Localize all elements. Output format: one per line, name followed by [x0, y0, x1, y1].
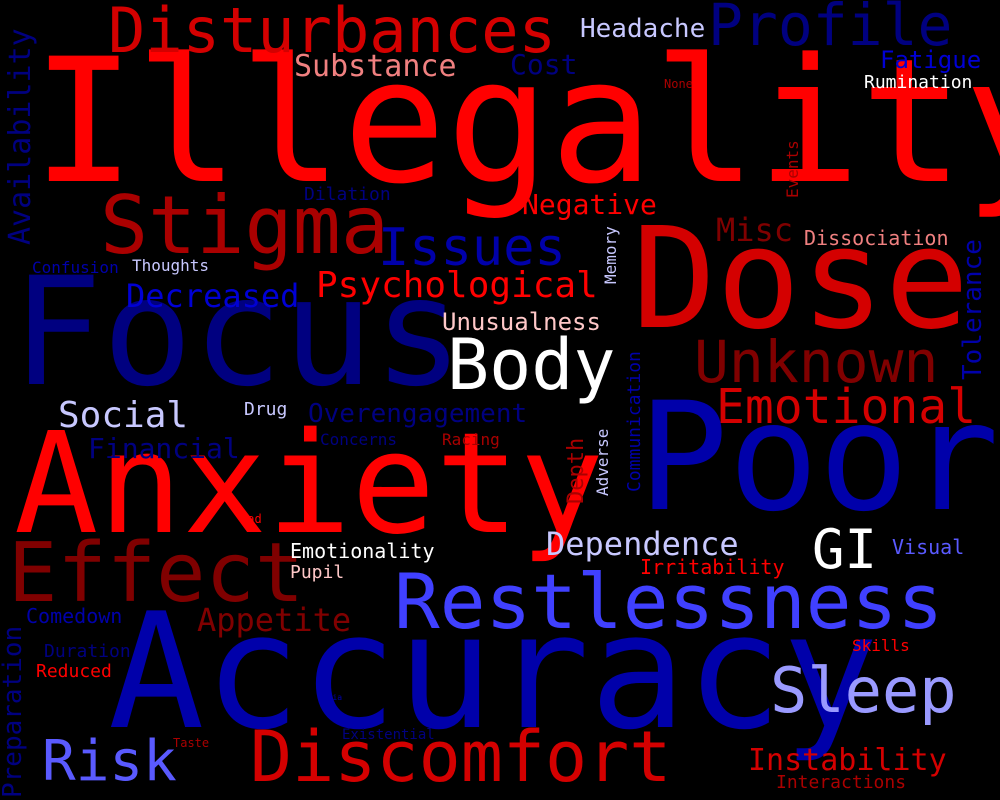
word-taste: Taste — [173, 736, 210, 750]
word-disturbances: Disturbances — [108, 0, 556, 67]
word-dissociation: Dissociation — [804, 226, 949, 250]
word-emotional: Emotional — [716, 379, 977, 435]
word-emotionality: Emotionality — [290, 539, 435, 563]
word-communication: Communication — [624, 351, 645, 492]
word-events: Events — [783, 140, 802, 198]
word-profile: Profile — [708, 0, 953, 59]
word-negative: Negative — [522, 188, 657, 221]
word-adverse: Adverse — [593, 428, 612, 496]
word-reduced: Reduced — [36, 661, 112, 682]
word-risk: Risk — [42, 729, 177, 794]
word-dose: Dose — [632, 198, 970, 361]
word-misc: Misc — [716, 211, 794, 249]
word-appetite: Appetite — [197, 601, 352, 639]
word-drug: Drug — [244, 399, 288, 420]
word-body: Body — [447, 324, 616, 406]
word-poor: Poor — [638, 371, 1000, 545]
word-decreased: Decreased — [126, 277, 300, 315]
word-accuracy: Accuracy — [108, 578, 879, 765]
word-instability: Instability — [748, 743, 947, 778]
word-memory: Memory — [601, 226, 620, 284]
word-visual: Visual — [892, 535, 965, 559]
word-psychological: Psychological — [316, 265, 598, 306]
word-cost: Cost — [510, 48, 578, 81]
word-skills: Skills — [852, 636, 910, 655]
word-overengagement: Overengagement — [308, 399, 528, 429]
word-restlessness: Restlessness — [394, 557, 944, 646]
word-dependence: Dependence — [546, 525, 739, 563]
word-discomfort: Discomfort — [250, 716, 672, 798]
word-duration: Duration — [44, 641, 131, 662]
word-confusion: Confusion — [32, 258, 119, 277]
word-sleep: Sleep — [770, 654, 957, 727]
word-none: None — [664, 77, 693, 91]
word-concerns: Concerns — [320, 430, 398, 449]
word-stigma: Stigma — [100, 179, 389, 272]
word-rumination: Rumination — [864, 72, 973, 93]
word-issues: Issues — [378, 218, 566, 278]
word-substance: Substance — [294, 49, 457, 84]
word-depth: Depth — [564, 437, 589, 504]
word-headache: Headache — [580, 14, 706, 44]
word-financial: Financial — [88, 432, 240, 465]
word-anxiety: Anxiety — [14, 403, 605, 566]
word-focus: Focus — [12, 246, 464, 420]
word-interactions: Interactions — [776, 772, 907, 793]
word-effect: Effect — [8, 526, 305, 621]
word-mania: Mania — [318, 693, 343, 702]
word-racing: Racing — [442, 430, 500, 449]
word-comedown: Comedown — [26, 604, 123, 628]
word-availability: Availability — [3, 28, 38, 245]
word-preparation: Preparation — [0, 625, 28, 798]
word-fatigue: Fatigue — [880, 46, 982, 74]
word-social: Social — [58, 395, 189, 436]
word-existential: Existential — [342, 727, 435, 743]
word-dilation: Dilation — [304, 184, 391, 205]
word-thoughts: Thoughts — [132, 256, 210, 275]
word-tolerance: Tolerance — [958, 239, 988, 380]
word-bad: Bad — [240, 512, 262, 526]
word-gi: GI — [812, 518, 878, 581]
word-irritability: Irritability — [640, 555, 785, 579]
word-unknown: Unknown — [694, 328, 939, 396]
word-unusualness: Unusualness — [442, 308, 601, 336]
word-illegality: Illegality — [32, 21, 1000, 222]
word-pupil: Pupil — [290, 562, 345, 583]
